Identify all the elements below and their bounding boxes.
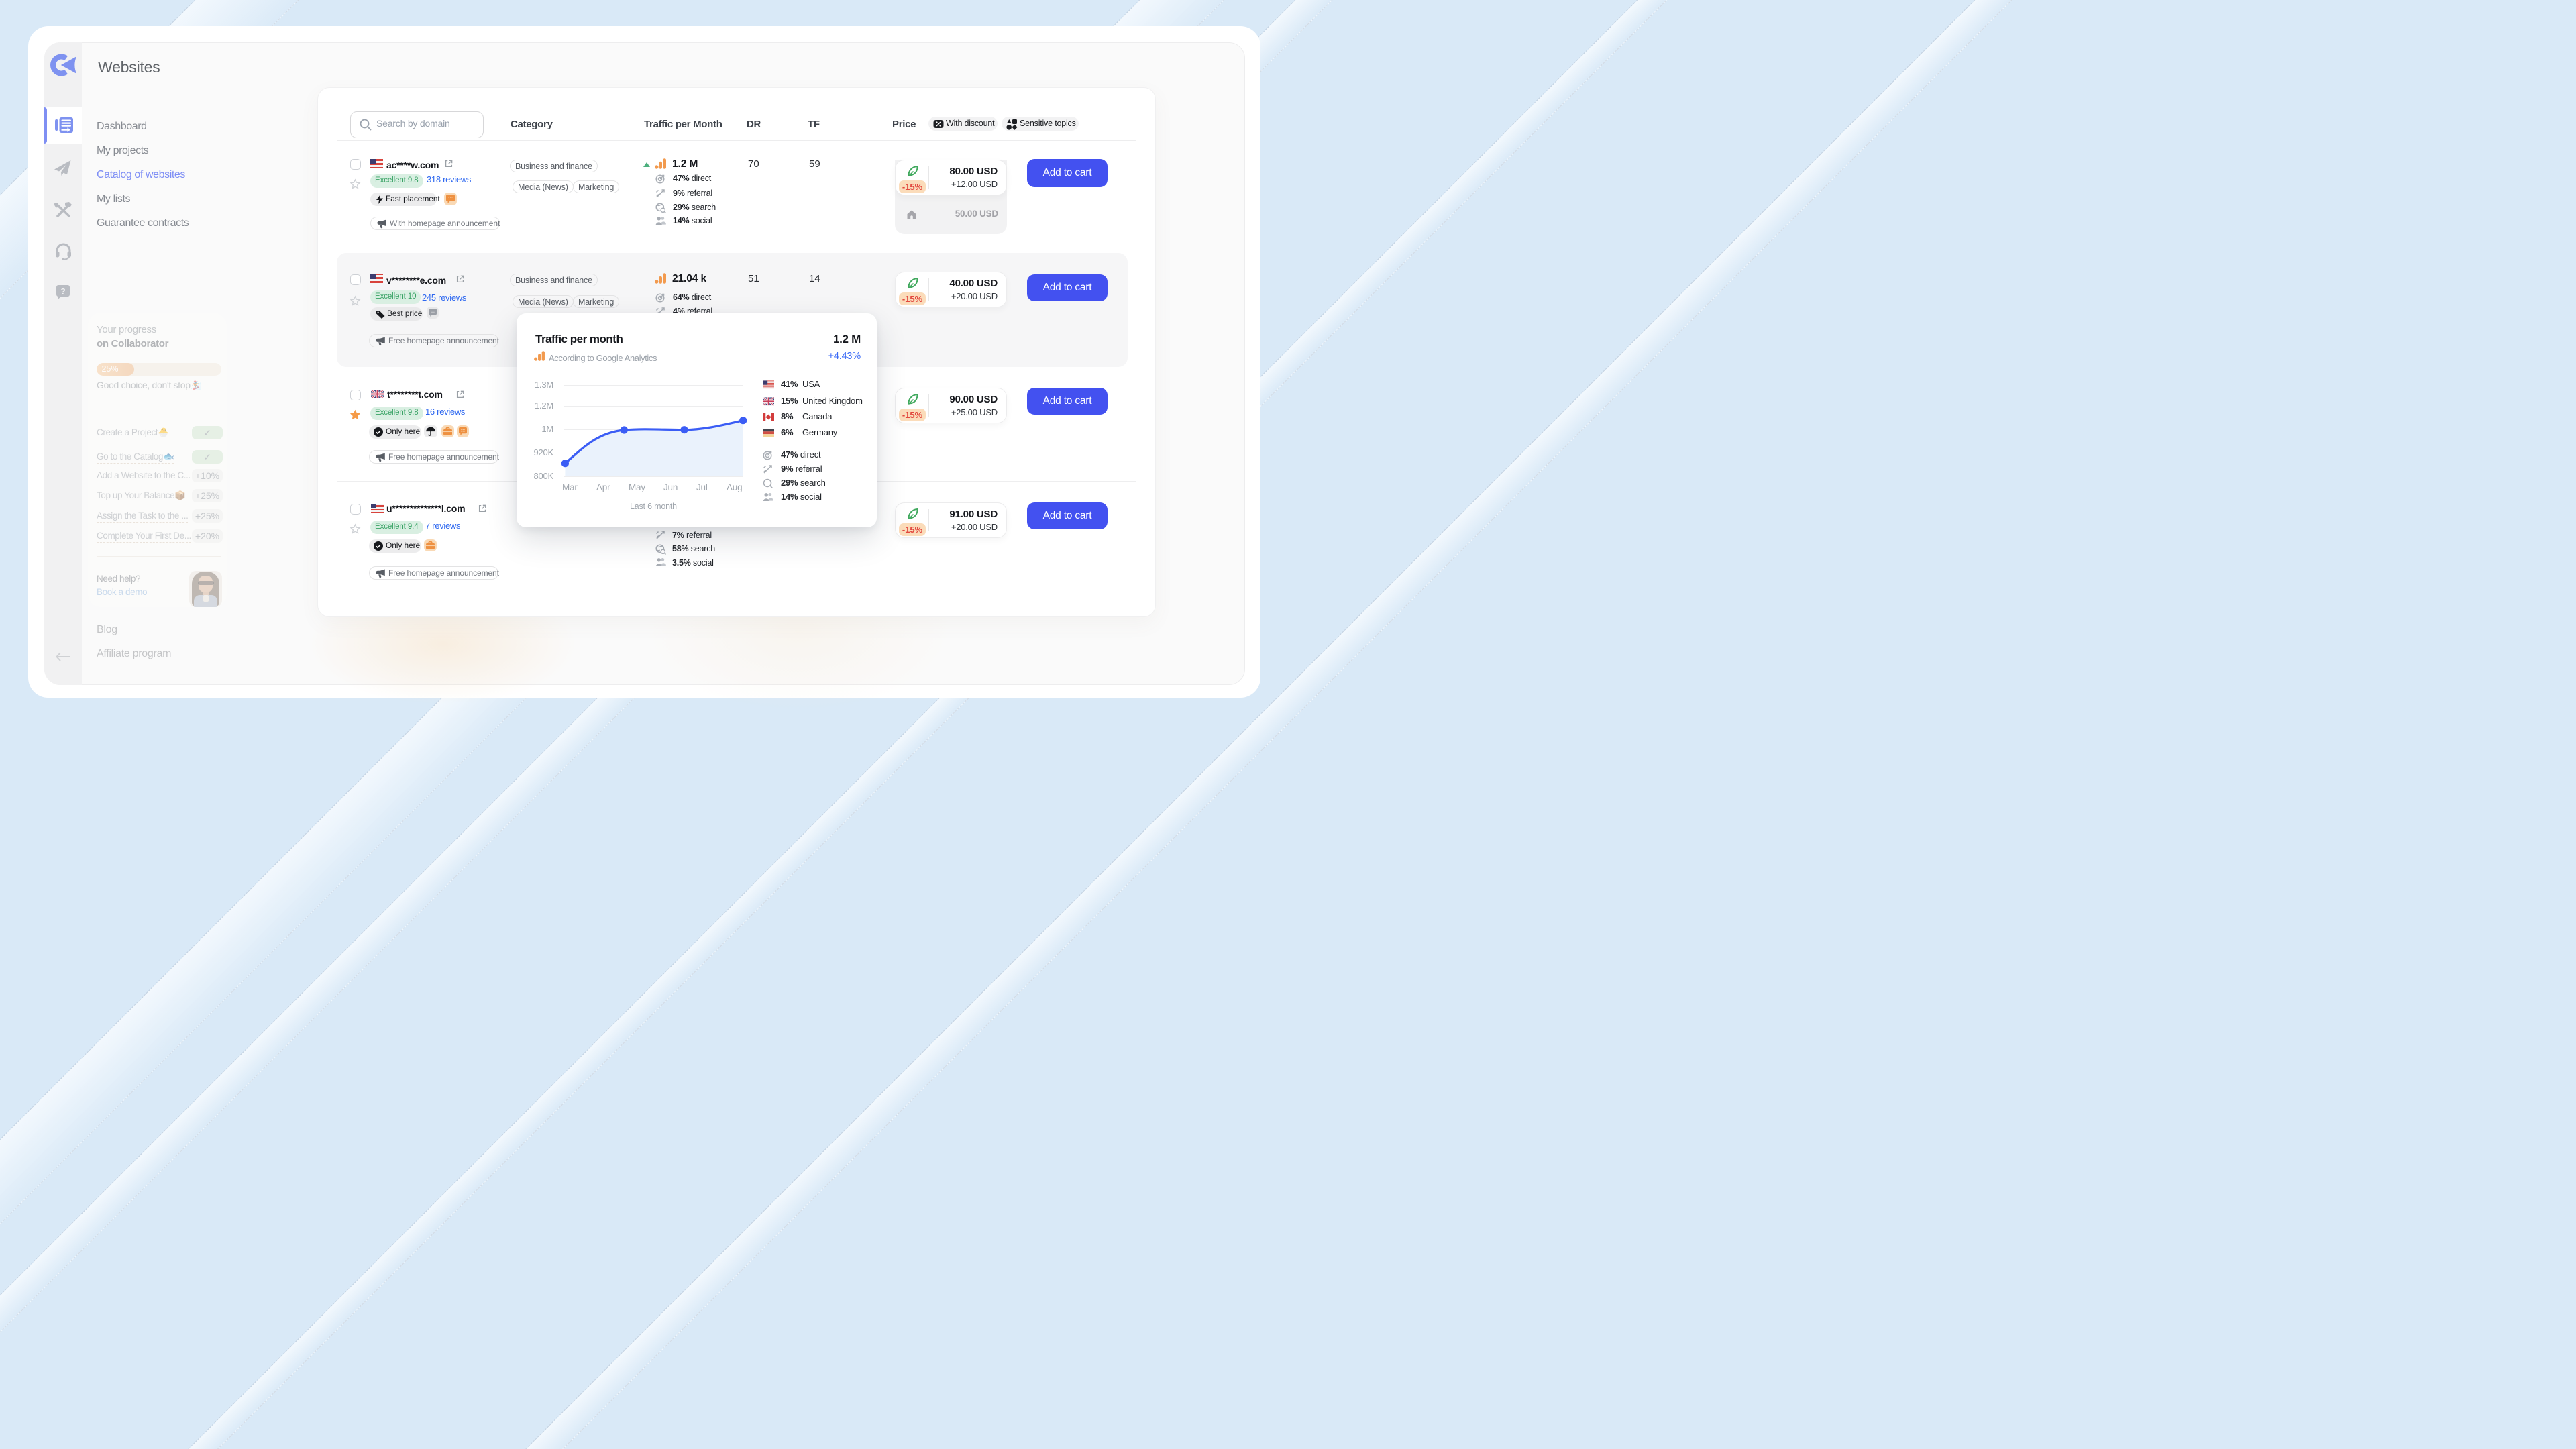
svg-text:?: ? <box>60 287 65 297</box>
